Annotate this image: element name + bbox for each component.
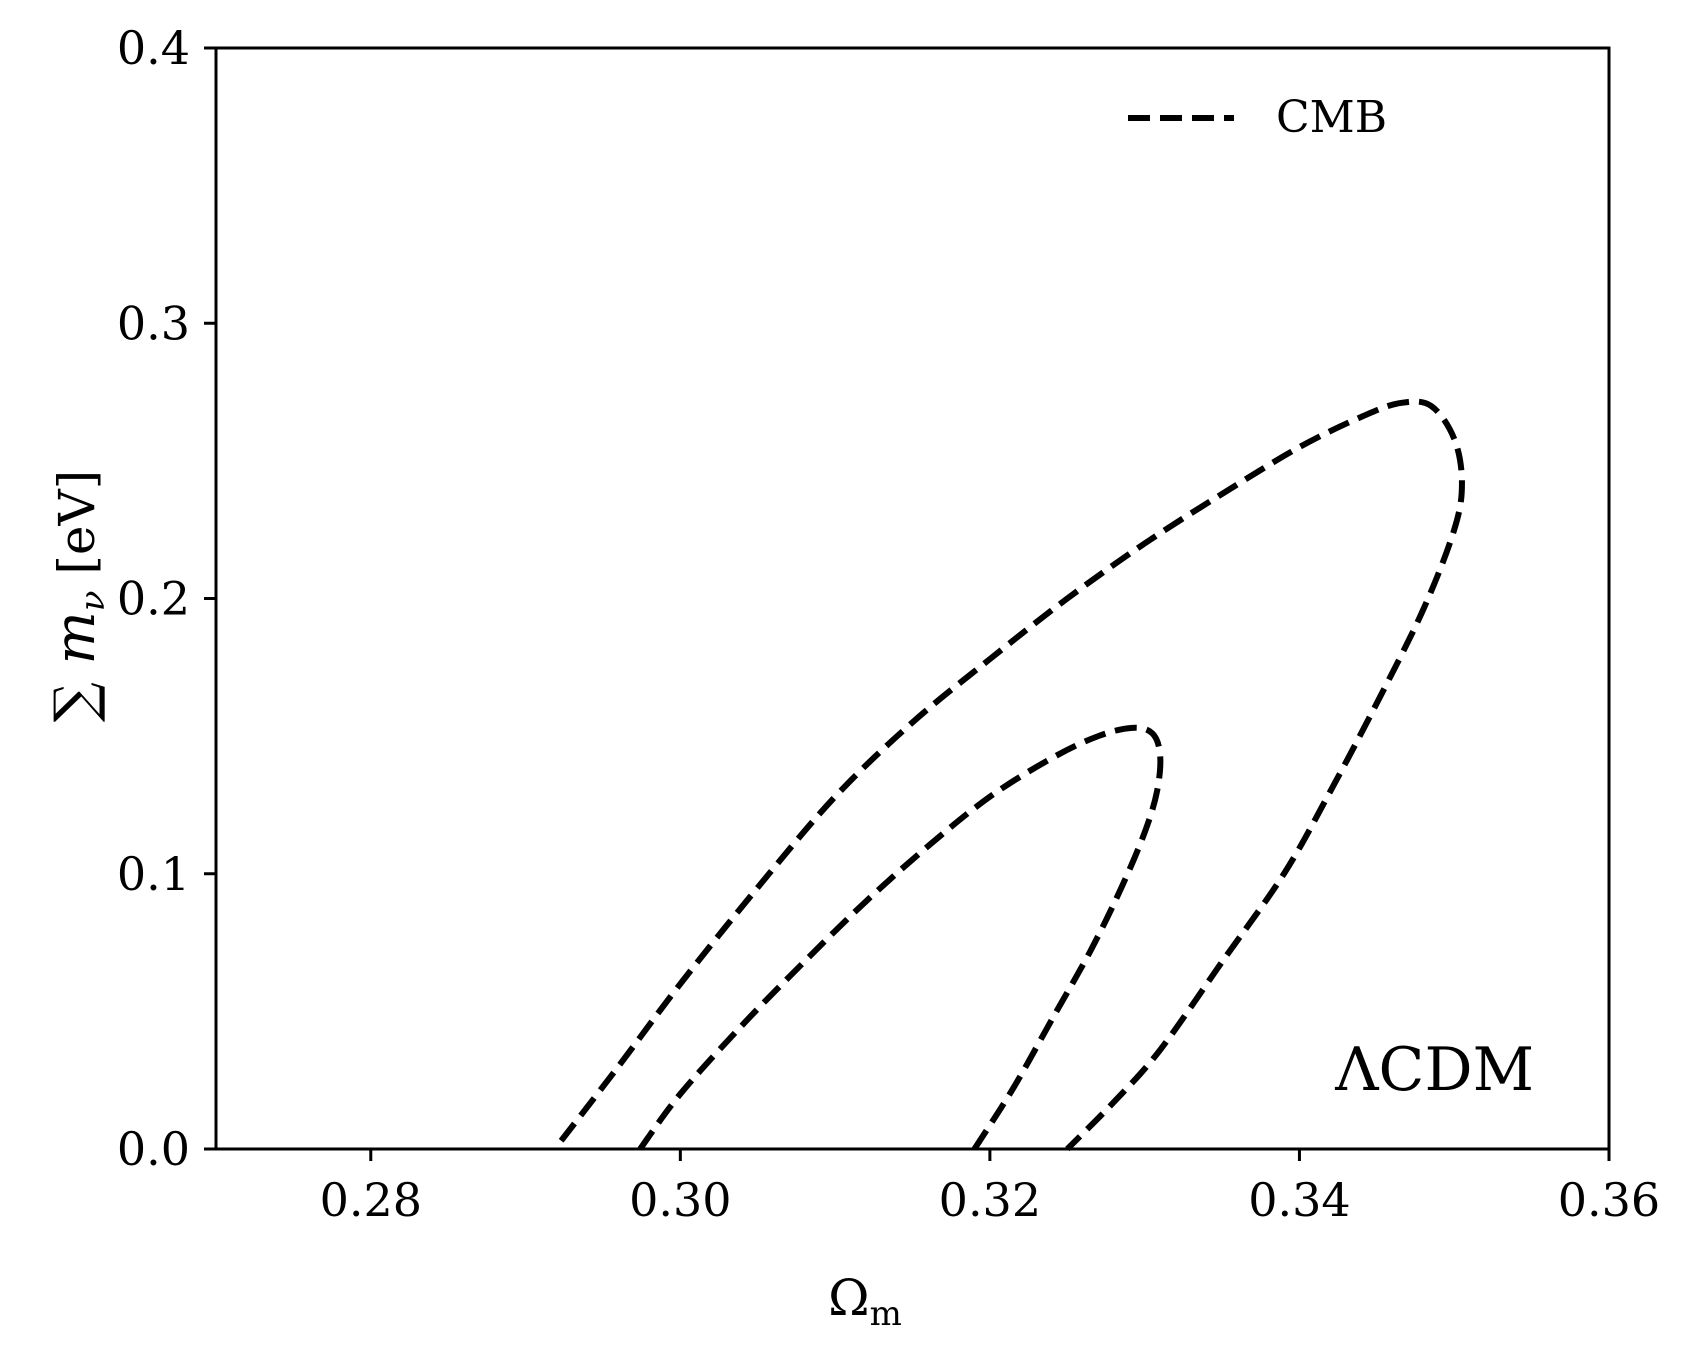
contour-lines	[558, 398, 1465, 1152]
x-tick-label: 0.28	[320, 1173, 422, 1227]
x-tick-label: 0.34	[1248, 1173, 1350, 1227]
y-tick-label: 0.3	[117, 296, 190, 350]
x-tick-label: 0.36	[1558, 1173, 1660, 1227]
y-axis-label: ∑ mν [eV]	[43, 470, 113, 722]
y-tick-label: 0.4	[117, 21, 190, 75]
y-axis-ticks: 0.0 0.1 0.2 0.3 0.4	[117, 21, 216, 1176]
model-annotation: ΛCDM	[1334, 1035, 1534, 1105]
x-tick-label: 0.32	[939, 1173, 1041, 1227]
contour-outer	[558, 398, 1465, 1152]
legend-label-cmb: CMB	[1276, 92, 1387, 143]
contour-inner	[637, 724, 1164, 1151]
y-tick-label: 0.0	[117, 1122, 190, 1176]
x-axis-ticks: 0.28 0.30 0.32 0.34 0.36	[320, 1149, 1660, 1227]
x-axis-label: Ωm	[828, 1269, 902, 1334]
plot-frame	[214, 46, 1611, 1151]
y-tick-label: 0.1	[117, 847, 190, 901]
y-tick-label: 0.2	[117, 572, 190, 626]
legend: CMB	[1128, 92, 1387, 143]
x-tick-label: 0.30	[629, 1173, 731, 1227]
